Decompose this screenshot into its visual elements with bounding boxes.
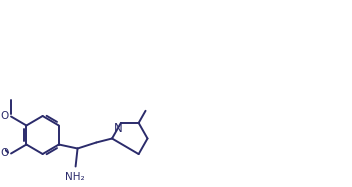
Text: N: N [114, 122, 123, 136]
Text: NH₂: NH₂ [65, 172, 84, 183]
Text: O: O [1, 148, 9, 157]
Text: O: O [1, 111, 9, 120]
